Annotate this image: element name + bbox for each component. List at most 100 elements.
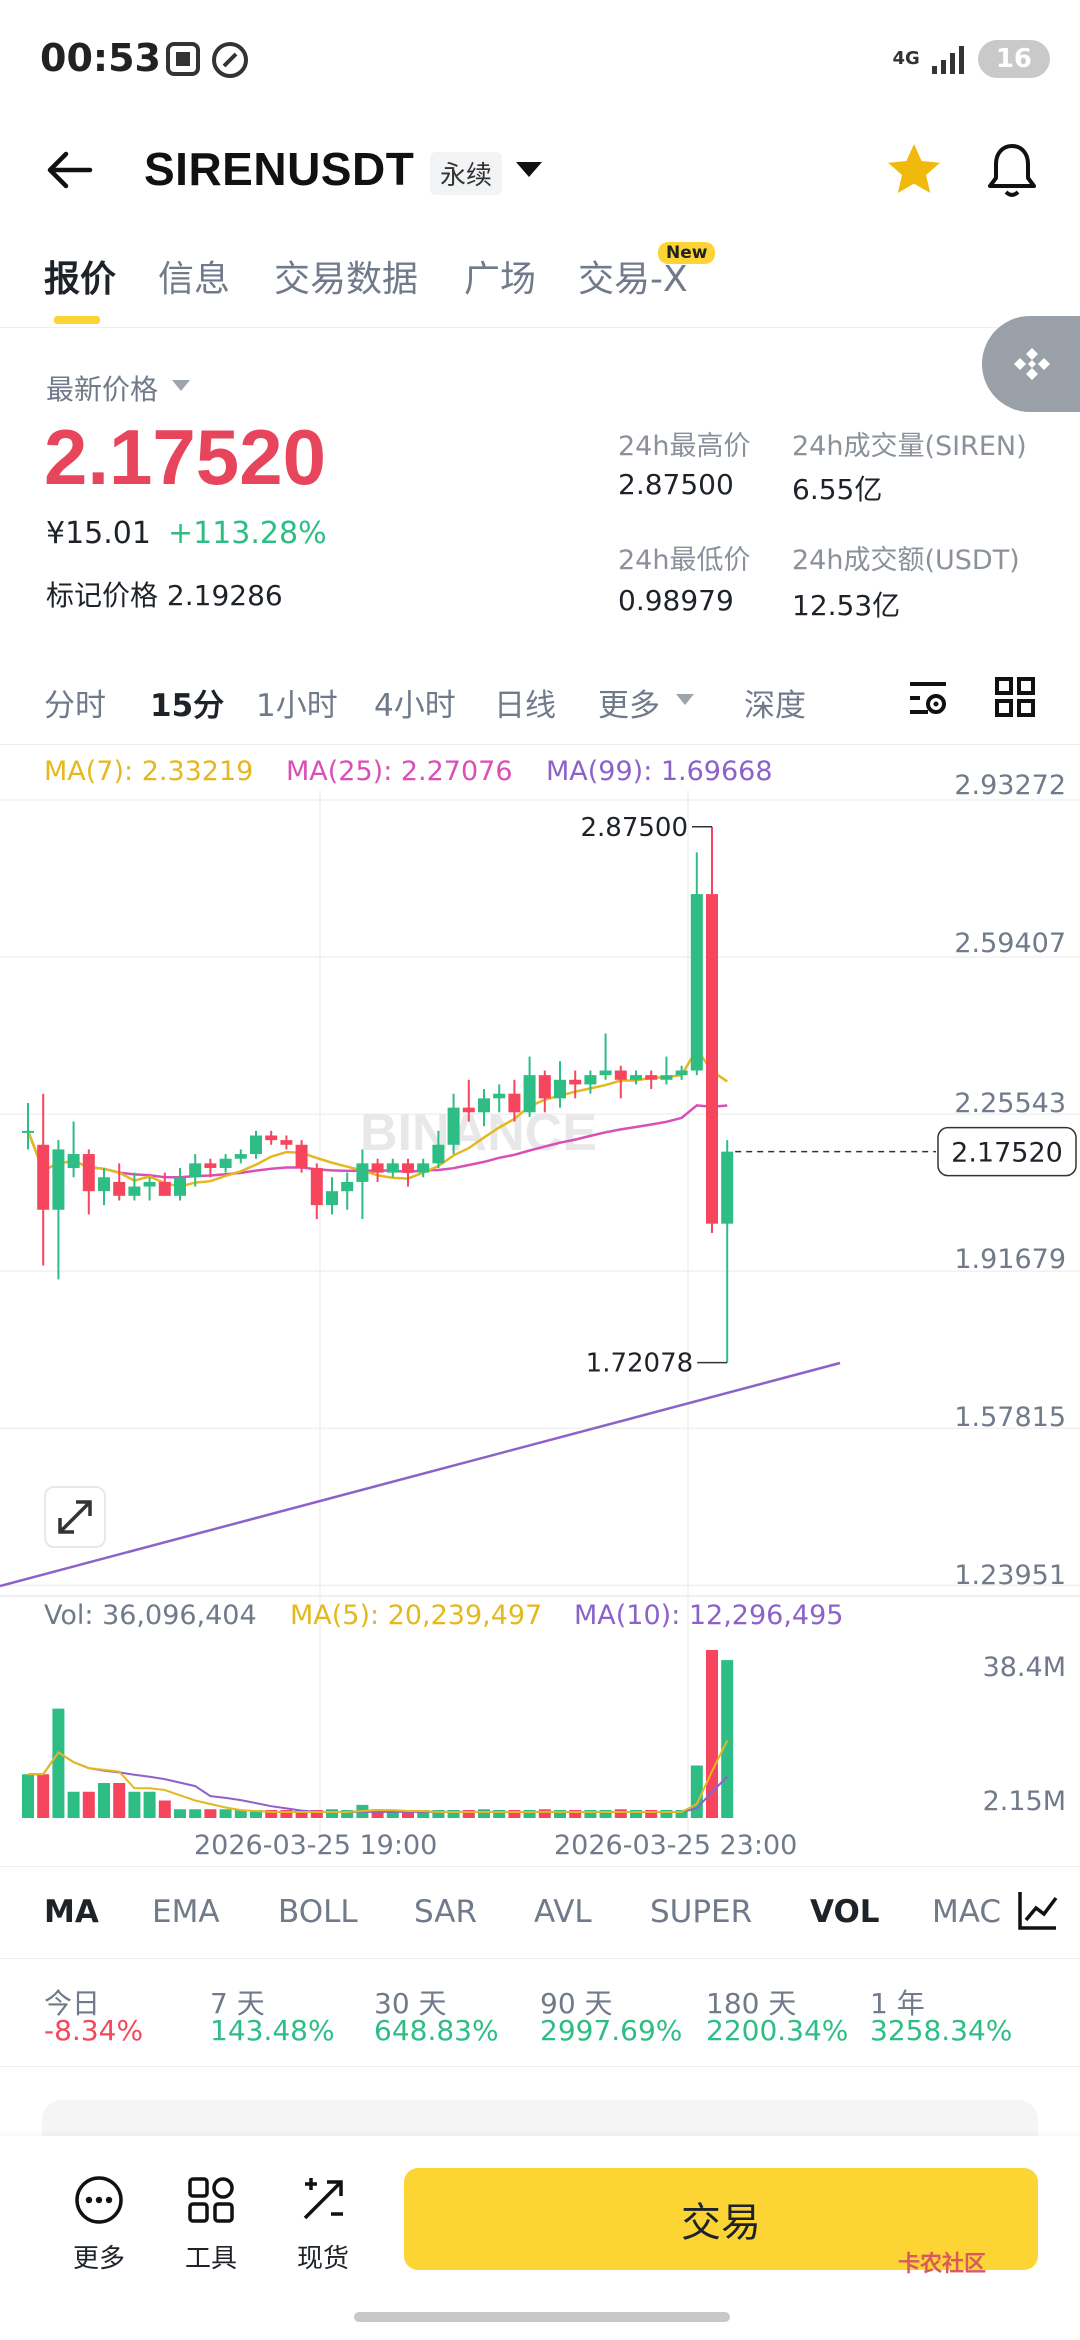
period-label-90d: 90 天 bbox=[540, 1987, 613, 2020]
volume-bar bbox=[584, 1810, 597, 1818]
candle-body bbox=[219, 1158, 232, 1168]
volume-bar bbox=[630, 1810, 642, 1818]
interval-daily[interactable]: 日线 bbox=[494, 688, 556, 724]
volume-bar bbox=[310, 1810, 323, 1818]
volume-bar bbox=[386, 1810, 399, 1818]
volume-bar bbox=[98, 1783, 110, 1818]
volume-bar bbox=[523, 1810, 536, 1818]
volume-bar bbox=[128, 1791, 141, 1818]
vol-legend: Vol: 36,096,404 bbox=[44, 1600, 257, 1631]
amount-label: 24h成交额(USDT) bbox=[792, 545, 1020, 576]
indicator-sar[interactable]: SAR bbox=[414, 1894, 477, 1930]
indicator-macd[interactable]: MAC bbox=[932, 1894, 1002, 1930]
trade-button[interactable]: 交易 bbox=[404, 2168, 1038, 2270]
screenshot-icon bbox=[166, 42, 200, 76]
mark-price-value: 2.19286 bbox=[166, 579, 283, 612]
spot-button[interactable]: 现货 bbox=[278, 2174, 368, 2275]
interval-4h[interactable]: 4小时 bbox=[374, 688, 456, 724]
price-axis-label: 2.93272 bbox=[954, 770, 1066, 801]
tab-trading-data[interactable]: 交易数据 bbox=[274, 259, 419, 300]
network-type: 4G bbox=[892, 48, 920, 69]
more-label: 更多 bbox=[72, 2244, 125, 2274]
period-divider bbox=[0, 2066, 1080, 2067]
candle-body bbox=[690, 894, 703, 1071]
indicator-ema[interactable]: EMA bbox=[152, 1894, 220, 1930]
active-tab-indicator bbox=[54, 316, 100, 324]
candle-body bbox=[554, 1079, 566, 1099]
volume-bar bbox=[280, 1810, 293, 1818]
interval-more[interactable]: 更多 bbox=[598, 688, 660, 724]
latest-price-label[interactable]: 最新价格 bbox=[46, 373, 159, 406]
layout-grid-icon[interactable] bbox=[994, 676, 1036, 718]
indicator-divider-bottom bbox=[0, 1958, 1080, 1959]
indicator-avl[interactable]: AVL bbox=[534, 1894, 592, 1930]
indicator-ma[interactable]: MA bbox=[44, 1894, 99, 1930]
candlestick-chart[interactable]: BINANCE 2.87500 1.72078 2.17520 bbox=[0, 790, 1080, 1850]
candle-body bbox=[128, 1186, 141, 1196]
back-arrow-icon[interactable] bbox=[44, 146, 94, 194]
candle-body bbox=[341, 1181, 354, 1192]
volume-bar bbox=[462, 1810, 475, 1818]
star-icon[interactable] bbox=[884, 140, 944, 200]
candle-body bbox=[417, 1163, 430, 1173]
perpetual-badge: 永续 bbox=[430, 152, 503, 195]
candle-body bbox=[675, 1070, 688, 1076]
candle-body bbox=[310, 1167, 323, 1206]
interval-more-caret[interactable] bbox=[676, 694, 694, 705]
interval-depth[interactable]: 深度 bbox=[744, 688, 806, 724]
home-indicator[interactable] bbox=[354, 2312, 730, 2322]
tab-trade-x[interactable]: 交易-X bbox=[578, 259, 688, 300]
binance-float-button[interactable] bbox=[982, 316, 1080, 412]
interval-15m[interactable]: 15分 bbox=[150, 688, 225, 724]
expand-chart-button[interactable] bbox=[44, 1486, 106, 1548]
mark-price: 标记价格 2.19286 bbox=[46, 574, 283, 614]
tools-button[interactable]: 工具 bbox=[166, 2174, 256, 2275]
volume-bar bbox=[645, 1810, 658, 1818]
price-axis-label: 1.91679 bbox=[954, 1244, 1066, 1275]
vol-ma5-line bbox=[28, 1740, 729, 1813]
period-value-90d: 2997.69% bbox=[540, 2014, 683, 2047]
current-price-tag-text: 2.17520 bbox=[951, 1138, 1063, 1169]
volume-axis-bottom: 2.15M bbox=[982, 1786, 1066, 1817]
candle-body bbox=[432, 1144, 445, 1164]
interval-divider bbox=[0, 744, 1080, 745]
volume-bar bbox=[432, 1810, 445, 1818]
volume-bar bbox=[675, 1810, 688, 1818]
indicator-super[interactable]: SUPER bbox=[650, 1894, 753, 1930]
period-label-today: 今日 bbox=[44, 1987, 101, 2020]
price-axis-label: 1.57815 bbox=[954, 1402, 1066, 1433]
tab-info[interactable]: 信息 bbox=[158, 259, 231, 300]
ma99-line bbox=[0, 1361, 841, 1588]
chart-settings-icon[interactable] bbox=[906, 676, 950, 720]
volume-bar bbox=[265, 1810, 278, 1818]
more-button[interactable]: 更多 bbox=[54, 2174, 144, 2275]
interval-1h[interactable]: 1小时 bbox=[256, 688, 338, 724]
volume-bar bbox=[599, 1810, 612, 1818]
interval-timeshare[interactable]: 分时 bbox=[44, 688, 106, 724]
candle-body bbox=[508, 1093, 521, 1113]
symbol-dropdown-caret[interactable] bbox=[516, 162, 542, 177]
tab-square[interactable]: 广场 bbox=[464, 259, 537, 300]
latest-price-caret[interactable] bbox=[172, 380, 190, 391]
volume-bar bbox=[22, 1774, 34, 1818]
volume-bar bbox=[219, 1809, 232, 1818]
volume-bar bbox=[234, 1810, 247, 1818]
bell-icon[interactable] bbox=[984, 140, 1040, 200]
indicator-settings-icon[interactable] bbox=[1016, 1888, 1060, 1932]
time-axis-label: 2026-03-25 23:00 bbox=[554, 1830, 798, 1861]
candle-body bbox=[67, 1154, 80, 1168]
indicator-boll[interactable]: BOLL bbox=[278, 1894, 358, 1930]
symbol-title[interactable]: SIRENUSDT bbox=[144, 143, 415, 195]
period-label-30d: 30 天 bbox=[374, 1987, 447, 2020]
candle-body bbox=[326, 1191, 338, 1206]
mark-price-label: 标记价格 bbox=[46, 579, 159, 612]
more-dots-icon bbox=[75, 2176, 123, 2224]
price-axis-label: 2.59407 bbox=[954, 928, 1066, 959]
candle-body bbox=[234, 1154, 247, 1159]
price-axis-label: 1.23951 bbox=[954, 1560, 1066, 1591]
tab-quote[interactable]: 报价 bbox=[44, 259, 117, 300]
volume-bar bbox=[478, 1809, 490, 1818]
candle-body bbox=[584, 1075, 597, 1085]
indicator-vol[interactable]: VOL bbox=[810, 1894, 880, 1930]
volume-bar bbox=[569, 1810, 582, 1818]
